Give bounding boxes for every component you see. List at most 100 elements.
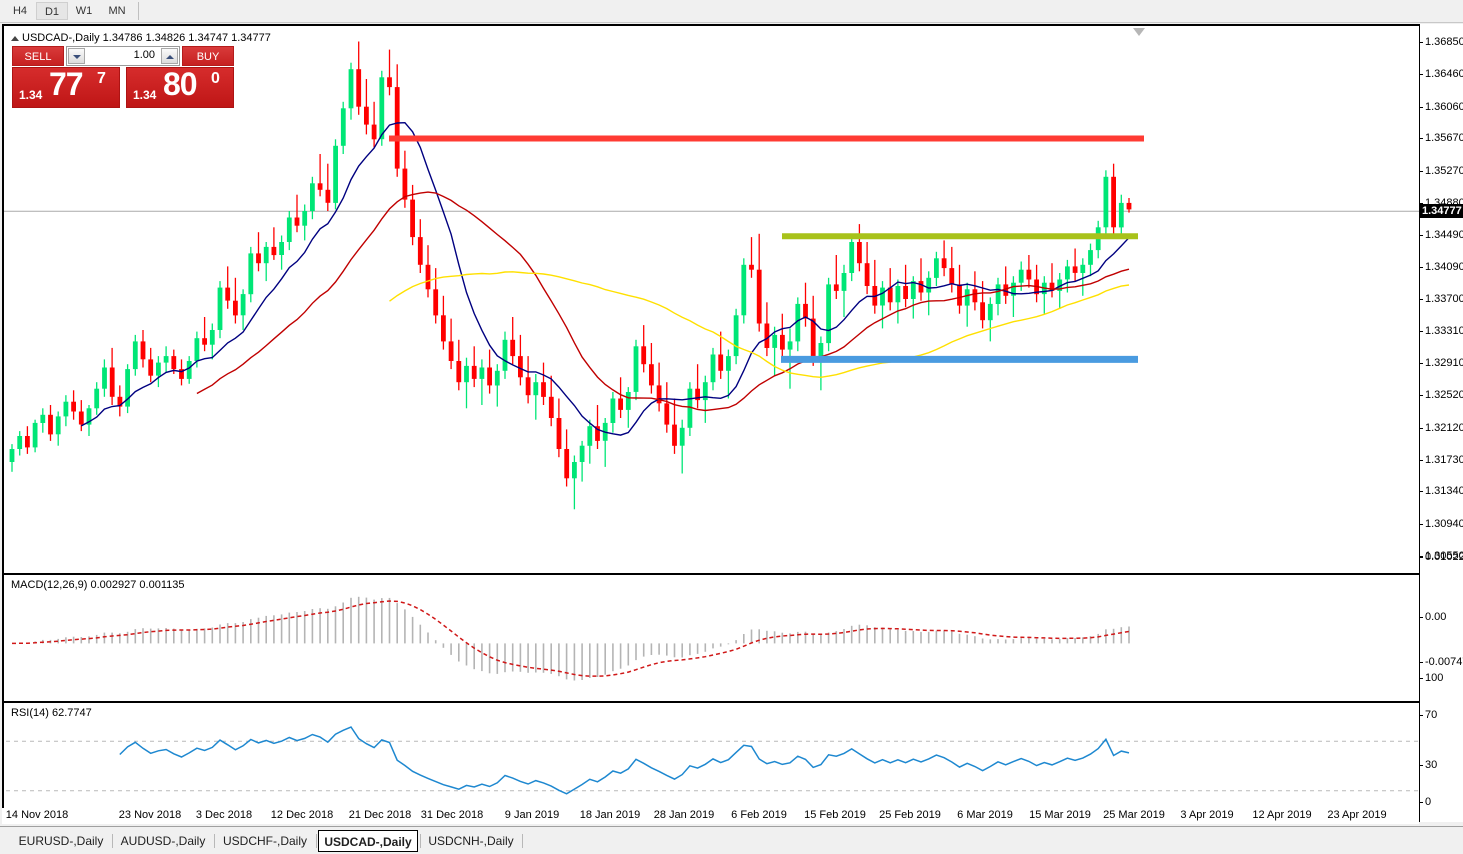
rsi-scale-tick bbox=[1419, 715, 1423, 717]
price-pane[interactable] bbox=[4, 26, 1459, 571]
candle-body bbox=[63, 401, 69, 417]
buy-price-display[interactable]: 1.34 80 0 bbox=[126, 66, 234, 108]
price-scale[interactable]: 1.36850 1.36460 1.36060 1.35670 1.35270 1.348… bbox=[1419, 24, 1463, 822]
ma-line-blue bbox=[80, 121, 1130, 436]
price-scale-tick bbox=[1419, 234, 1423, 236]
price-scale-tick bbox=[1419, 267, 1423, 269]
candle-body bbox=[880, 287, 885, 306]
price-scale-label: 1.35670 bbox=[1425, 132, 1463, 145]
candle-body bbox=[1065, 266, 1070, 280]
ma-line-darkred bbox=[196, 191, 1130, 412]
candle-body bbox=[502, 339, 508, 371]
price-scale-tick bbox=[1419, 106, 1423, 108]
symbol-tab-usdcad[interactable]: USDCAD-,Daily bbox=[318, 830, 418, 852]
candle-body bbox=[186, 361, 192, 379]
candle-body bbox=[25, 436, 30, 448]
volume-input[interactable]: 1.00 bbox=[66, 46, 180, 66]
sell-price-display[interactable]: 1.34 77 7 bbox=[12, 66, 120, 108]
candle-body bbox=[679, 427, 685, 446]
price-scale-tick bbox=[1419, 523, 1423, 525]
candle-body bbox=[980, 302, 985, 321]
date-axis: 14 Nov 2018 23 Nov 2018 3 Dec 2018 12 Dec 2… bbox=[2, 808, 1419, 824]
volume-increase-button[interactable] bbox=[161, 48, 178, 64]
candle-body bbox=[302, 211, 308, 226]
candle-body bbox=[726, 356, 731, 371]
symbol-tab-eurusd[interactable]: EURUSD-,Daily bbox=[18, 834, 104, 848]
scale-divider bbox=[1419, 24, 1420, 822]
chevron-up-icon bbox=[166, 55, 174, 59]
date-axis-label: 6 Feb 2019 bbox=[731, 809, 787, 821]
macd-pane[interactable]: MACD(12,26,9) 0.002927 0.001135 bbox=[4, 573, 1459, 699]
crosshair-marker-icon[interactable] bbox=[1133, 28, 1145, 36]
sell-button[interactable]: SELL bbox=[12, 46, 64, 66]
candle-body bbox=[194, 338, 200, 361]
price-scale-tick bbox=[1419, 363, 1423, 365]
tab-divider bbox=[214, 834, 215, 848]
candle-body bbox=[202, 338, 207, 345]
symbol-tab-audusd[interactable]: AUDUSD-,Daily bbox=[120, 834, 206, 848]
timeframe-h4[interactable]: H4 bbox=[12, 5, 28, 17]
volume-decrease-button[interactable] bbox=[68, 48, 85, 64]
candle-body bbox=[1088, 250, 1093, 265]
candle-body bbox=[556, 418, 562, 449]
candle-body bbox=[248, 253, 254, 295]
tab-divider bbox=[316, 834, 317, 848]
candle-body bbox=[125, 369, 130, 407]
candle-body bbox=[864, 263, 870, 286]
symbol-tab-usdcnh[interactable]: USDCNH-,Daily bbox=[428, 834, 514, 848]
candle-body bbox=[849, 242, 855, 273]
candle-body bbox=[764, 323, 770, 348]
timeframe-w1[interactable]: W1 bbox=[75, 5, 93, 17]
candle-body bbox=[733, 315, 739, 357]
candle-body bbox=[610, 398, 616, 423]
price-scale-tick bbox=[1419, 202, 1423, 204]
candle-body bbox=[618, 398, 623, 410]
date-axis-label: 12 Dec 2018 bbox=[270, 809, 334, 821]
candle-body bbox=[756, 269, 762, 324]
rsi-pane[interactable]: RSI(14) 62.7747 bbox=[4, 701, 1459, 820]
timeframe-d1[interactable]: D1 bbox=[36, 2, 68, 20]
collapse-arrow-icon[interactable] bbox=[11, 35, 19, 41]
candle-body bbox=[117, 396, 123, 407]
candle-body bbox=[132, 341, 138, 370]
rsi-title: RSI(14) 62.7747 bbox=[11, 707, 92, 719]
candle-body bbox=[672, 424, 677, 446]
candle-body bbox=[140, 341, 146, 360]
price-scale-tick bbox=[1419, 459, 1423, 461]
candle-body bbox=[857, 242, 862, 264]
one-click-trading-panel: SELL 1.00 BUY 1.34 77 7 1.34 80 0 bbox=[12, 46, 234, 108]
date-axis-label: 9 Jan 2019 bbox=[504, 809, 560, 821]
candle-body bbox=[417, 237, 423, 265]
candle-body bbox=[340, 108, 346, 146]
candle-body bbox=[795, 303, 801, 342]
candle-body bbox=[957, 284, 962, 306]
macd-scale-label: 0.00 bbox=[1425, 611, 1447, 624]
date-axis-label: 12 Apr 2019 bbox=[1252, 809, 1312, 821]
price-scale-tick bbox=[1419, 427, 1423, 429]
candle-body bbox=[78, 411, 84, 425]
buy-button[interactable]: BUY bbox=[182, 46, 234, 66]
candle-body bbox=[225, 287, 231, 301]
ma-line-yellow bbox=[389, 271, 1130, 379]
sell-price-prefix: 1.34 bbox=[19, 88, 43, 102]
candle-body bbox=[649, 364, 654, 386]
rsi-scale-tick bbox=[1419, 802, 1423, 803]
candle-body bbox=[687, 388, 693, 428]
candle-body bbox=[240, 294, 246, 316]
candle-body bbox=[333, 145, 338, 203]
price-scale-tick bbox=[1419, 555, 1423, 557]
candle-body bbox=[710, 354, 716, 383]
candle-body bbox=[286, 217, 292, 242]
price-scale-tick bbox=[1419, 138, 1423, 140]
date-axis-label: 25 Mar 2019 bbox=[1103, 809, 1165, 821]
symbol-tab-usdchf[interactable]: USDCHF-,Daily bbox=[223, 834, 307, 848]
candle-body bbox=[294, 217, 300, 226]
candles-group bbox=[9, 41, 1132, 510]
candle-body bbox=[572, 462, 577, 479]
candle-body bbox=[895, 286, 901, 303]
candle-body bbox=[371, 124, 377, 140]
timeframe-mn[interactable]: MN bbox=[108, 5, 126, 17]
macd-scale-tick bbox=[1419, 617, 1423, 619]
candle-body bbox=[518, 356, 523, 378]
